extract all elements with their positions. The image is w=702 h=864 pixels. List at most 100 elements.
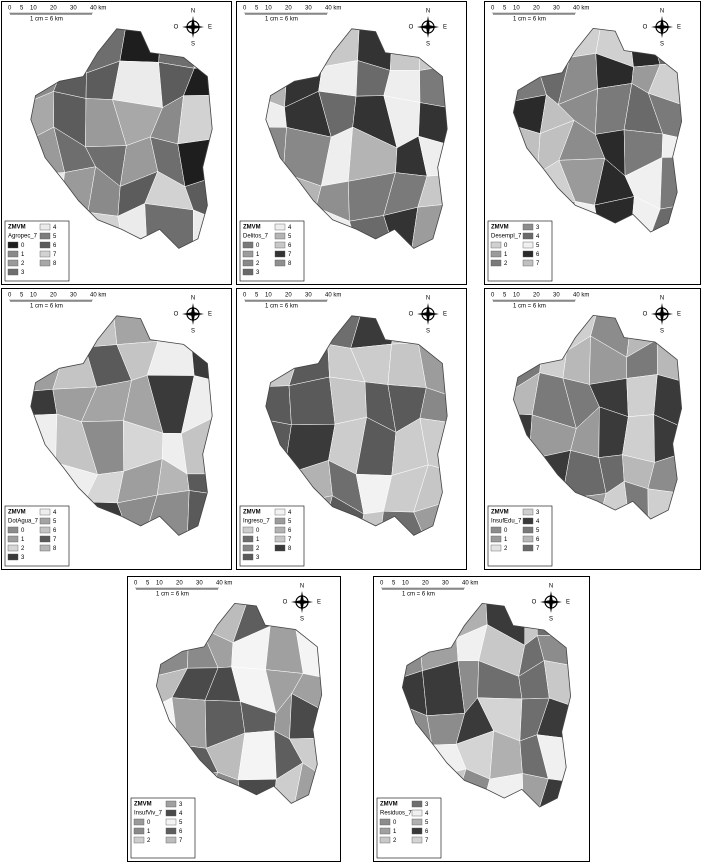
compass-n: N <box>660 296 664 302</box>
compass-s: S <box>426 329 430 335</box>
map-panel: 0 5 10 20 30 40 km 1 cm = 6 km N S O E ZMVM InsufEdu… <box>484 288 701 570</box>
legend-swatch <box>242 535 254 543</box>
legend-swatch <box>7 250 19 258</box>
municipality <box>389 28 420 71</box>
compass-star <box>651 16 673 38</box>
compass-star <box>182 16 204 38</box>
municipality <box>30 413 58 475</box>
compass-e: E <box>677 312 681 318</box>
municipality <box>623 480 649 520</box>
municipality <box>30 172 65 228</box>
compass-star <box>417 16 439 38</box>
scale-label: 5 <box>20 6 24 12</box>
compass-star <box>540 591 562 613</box>
municipality <box>265 473 303 508</box>
legend-label: 6 <box>288 528 292 534</box>
legend-label: 0 <box>504 528 508 534</box>
legend-swatch <box>165 818 177 826</box>
map-regions <box>30 28 213 249</box>
scale-label: 5 <box>503 293 507 299</box>
scale-label: 40 km <box>216 581 232 587</box>
municipality <box>626 374 658 417</box>
legend-label: 5 <box>425 820 429 826</box>
legend-label: 2 <box>21 546 25 552</box>
legend-label: 3 <box>256 270 260 276</box>
map-panel: 0 5 10 20 30 40 km 1 cm = 6 km N S O E ZMVM DotAgua_… <box>1 288 232 570</box>
legend-label: 5 <box>536 243 540 249</box>
compass-e: E <box>443 25 447 31</box>
compass-s: S <box>191 42 195 48</box>
legend-label: 3 <box>179 802 183 808</box>
legend-label: 4 <box>288 225 292 231</box>
scale-label: 10 <box>265 6 272 12</box>
map-outline <box>265 28 448 249</box>
map-regions <box>156 603 322 804</box>
scale-label: 40 km <box>90 293 106 299</box>
scale-label: 30 <box>305 293 312 299</box>
scale-ratio: 1 cm = 6 km <box>513 17 546 23</box>
map-panel: 0 5 10 20 30 40 km 1 cm = 6 km N S O E ZMVM Delitos_… <box>236 1 467 285</box>
legend-swatch <box>7 268 19 276</box>
legend-swatch <box>39 223 51 231</box>
municipality <box>513 173 538 208</box>
legend-swatch <box>242 268 254 276</box>
legend-label: 1 <box>256 537 260 543</box>
compass-s: S <box>426 42 430 48</box>
legend-label: 4 <box>53 225 57 231</box>
scale-label: 10 <box>156 581 163 587</box>
compass-e: E <box>208 25 212 31</box>
legend-swatch <box>242 250 254 258</box>
legend-label: 1 <box>393 829 397 835</box>
scale-label: 20 <box>533 293 540 299</box>
legend-swatch <box>39 232 51 240</box>
legend-label: 5 <box>288 519 292 525</box>
legend-label: 2 <box>21 261 25 267</box>
compass-e: E <box>677 25 681 31</box>
scale-label: 0 <box>243 293 247 299</box>
municipality <box>144 203 194 249</box>
municipality <box>402 603 422 637</box>
legend-label: 2 <box>256 546 260 552</box>
legend-swatch <box>39 517 51 525</box>
legend-label: 5 <box>53 519 57 525</box>
compass-n: N <box>191 296 195 302</box>
legend-swatch <box>7 526 19 534</box>
scale-label: 20 <box>422 581 429 587</box>
scale-label: 30 <box>196 581 203 587</box>
legend-label: 1 <box>256 252 260 258</box>
legend-label: 7 <box>536 261 540 267</box>
legend-label: 1 <box>21 537 25 543</box>
municipality <box>419 387 448 424</box>
legend-swatch <box>490 259 502 267</box>
municipality <box>513 94 547 134</box>
scale-label: 30 <box>305 6 312 12</box>
municipality <box>177 95 213 145</box>
compass-n: N <box>426 296 430 302</box>
legend-swatch <box>411 836 423 844</box>
municipality <box>30 389 58 416</box>
scale-label: 40 km <box>462 581 478 587</box>
map-regions <box>402 603 571 808</box>
legend-swatch <box>274 259 286 267</box>
legend-swatch <box>490 526 502 534</box>
municipality <box>535 28 571 64</box>
scale-ratio: 1 cm = 6 km <box>156 592 189 598</box>
legend-swatch <box>411 827 423 835</box>
legend-swatch <box>165 800 177 808</box>
legend-label: 4 <box>288 510 292 516</box>
map-regions <box>265 28 448 249</box>
legend-label: 3 <box>256 555 260 561</box>
scale-label: 5 <box>255 293 259 299</box>
legend-label: 6 <box>536 252 540 258</box>
municipality <box>84 315 118 348</box>
legend-swatch <box>39 241 51 249</box>
municipality <box>391 315 419 345</box>
legend-swatch <box>274 223 286 231</box>
compass-n: N <box>660 9 664 15</box>
legend-variable: DotAgua_7 <box>8 519 39 525</box>
municipality <box>513 315 544 349</box>
